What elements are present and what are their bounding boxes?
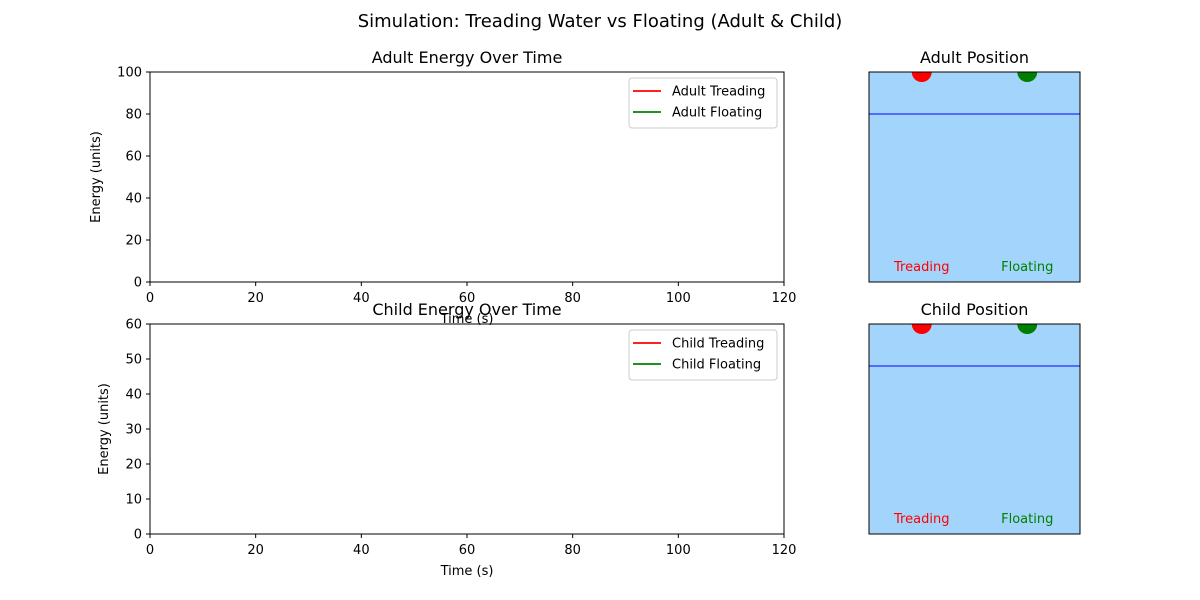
child-energy-ylabel: Energy (units) xyxy=(97,383,112,475)
child-position-title: Child Position xyxy=(921,300,1029,319)
adult-energy-ytick-label: 60 xyxy=(125,150,142,165)
child-energy-legend-label-1: Child Floating xyxy=(672,358,761,373)
adult-position-marker-treading xyxy=(911,72,932,82)
child-energy-ytick-label: 10 xyxy=(125,493,142,508)
adult-position-label-floating: Floating xyxy=(1001,260,1053,275)
adult-position-chart: Adult Position Treading Floating xyxy=(868,48,1081,283)
adult-energy-legend-box xyxy=(628,77,778,129)
child-energy-xtick-label: 100 xyxy=(666,543,691,558)
child-energy-ytick-label: 20 xyxy=(125,458,142,473)
child-energy-xtick-label: 0 xyxy=(146,543,154,558)
child-position-frame xyxy=(868,323,1081,535)
child-energy-title: Child Energy Over Time xyxy=(372,300,561,319)
adult-energy-xlabel: Time (s) xyxy=(440,312,494,327)
adult-energy-xtick-label: 40 xyxy=(353,291,370,306)
adult-energy-ytick-label: 40 xyxy=(125,192,142,207)
adult-energy-ytick-label: 20 xyxy=(125,234,142,249)
child-energy-legend: Child Treading Child Floating xyxy=(628,329,778,381)
child-energy-xtick-label: 80 xyxy=(564,543,581,558)
adult-position-water xyxy=(869,72,1080,282)
adult-position-label-treading: Treading xyxy=(893,260,949,275)
adult-position-frame xyxy=(868,71,1081,283)
child-energy-ytick-label: 50 xyxy=(125,353,142,368)
child-energy-frame xyxy=(149,323,785,535)
child-energy-xtick-label: 40 xyxy=(353,543,370,558)
adult-energy-ylabel: Energy (units) xyxy=(89,131,104,223)
adult-energy-xtick-label: 120 xyxy=(772,291,797,306)
child-energy-ytick-label: 0 xyxy=(134,528,142,543)
adult-position-markers xyxy=(911,72,1038,82)
adult-energy-legend-label-0: Adult Treading xyxy=(672,85,765,100)
child-energy-xtick-label: 60 xyxy=(459,543,476,558)
adult-energy-legend-label-1: Adult Floating xyxy=(672,106,762,121)
child-energy-xtick-label: 20 xyxy=(247,543,264,558)
child-position-marker-floating xyxy=(1017,324,1038,334)
child-energy-xlabel: Time (s) xyxy=(440,564,494,579)
adult-energy-xtick-label: 20 xyxy=(247,291,264,306)
adult-energy-frame xyxy=(149,71,785,283)
child-energy-ytick-label: 40 xyxy=(125,388,142,403)
child-energy-legend-label-0: Child Treading xyxy=(672,337,764,352)
child-position-marker-treading xyxy=(911,324,932,334)
child-position-water xyxy=(869,324,1080,534)
adult-energy-xtick-label: 60 xyxy=(459,291,476,306)
adult-energy-xtick-label: 0 xyxy=(146,291,154,306)
child-energy-ytick-label: 60 xyxy=(125,318,142,333)
adult-energy-legend: Adult Treading Adult Floating xyxy=(628,77,778,129)
adult-energy-ytick-label: 100 xyxy=(117,66,142,81)
child-position-markers xyxy=(911,324,1038,334)
adult-position-marker-floating xyxy=(1017,72,1038,82)
child-energy-legend-box xyxy=(628,329,778,381)
adult-energy-xtick-label: 80 xyxy=(564,291,581,306)
adult-energy-title: Adult Energy Over Time xyxy=(372,48,563,67)
adult-energy-xtick-label: 100 xyxy=(666,291,691,306)
figure-suptitle: Simulation: Treading Water vs Floating (… xyxy=(358,11,843,32)
child-position-label-floating: Floating xyxy=(1001,512,1053,527)
adult-energy-chart: Adult Energy Over Time 0 20 40 60 80 100 120 0 20… xyxy=(89,48,796,327)
adult-energy-ytick-label: 0 xyxy=(134,276,142,291)
adult-position-title: Adult Position xyxy=(920,48,1029,67)
child-position-chart: Child Position Treading Floating xyxy=(868,300,1081,535)
child-energy-xtick-label: 120 xyxy=(772,543,797,558)
child-position-label-treading: Treading xyxy=(893,512,949,527)
child-energy-ytick-label: 30 xyxy=(125,423,142,438)
adult-energy-ytick-label: 80 xyxy=(125,108,142,123)
child-energy-chart: Child Energy Over Time 0 20 40 60 80 100 120 0 10… xyxy=(97,300,796,579)
